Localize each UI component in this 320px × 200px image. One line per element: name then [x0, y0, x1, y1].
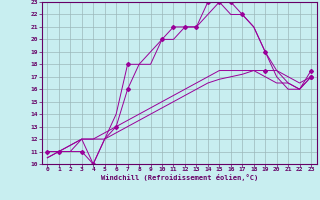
X-axis label: Windchill (Refroidissement éolien,°C): Windchill (Refroidissement éolien,°C) [100, 174, 258, 181]
